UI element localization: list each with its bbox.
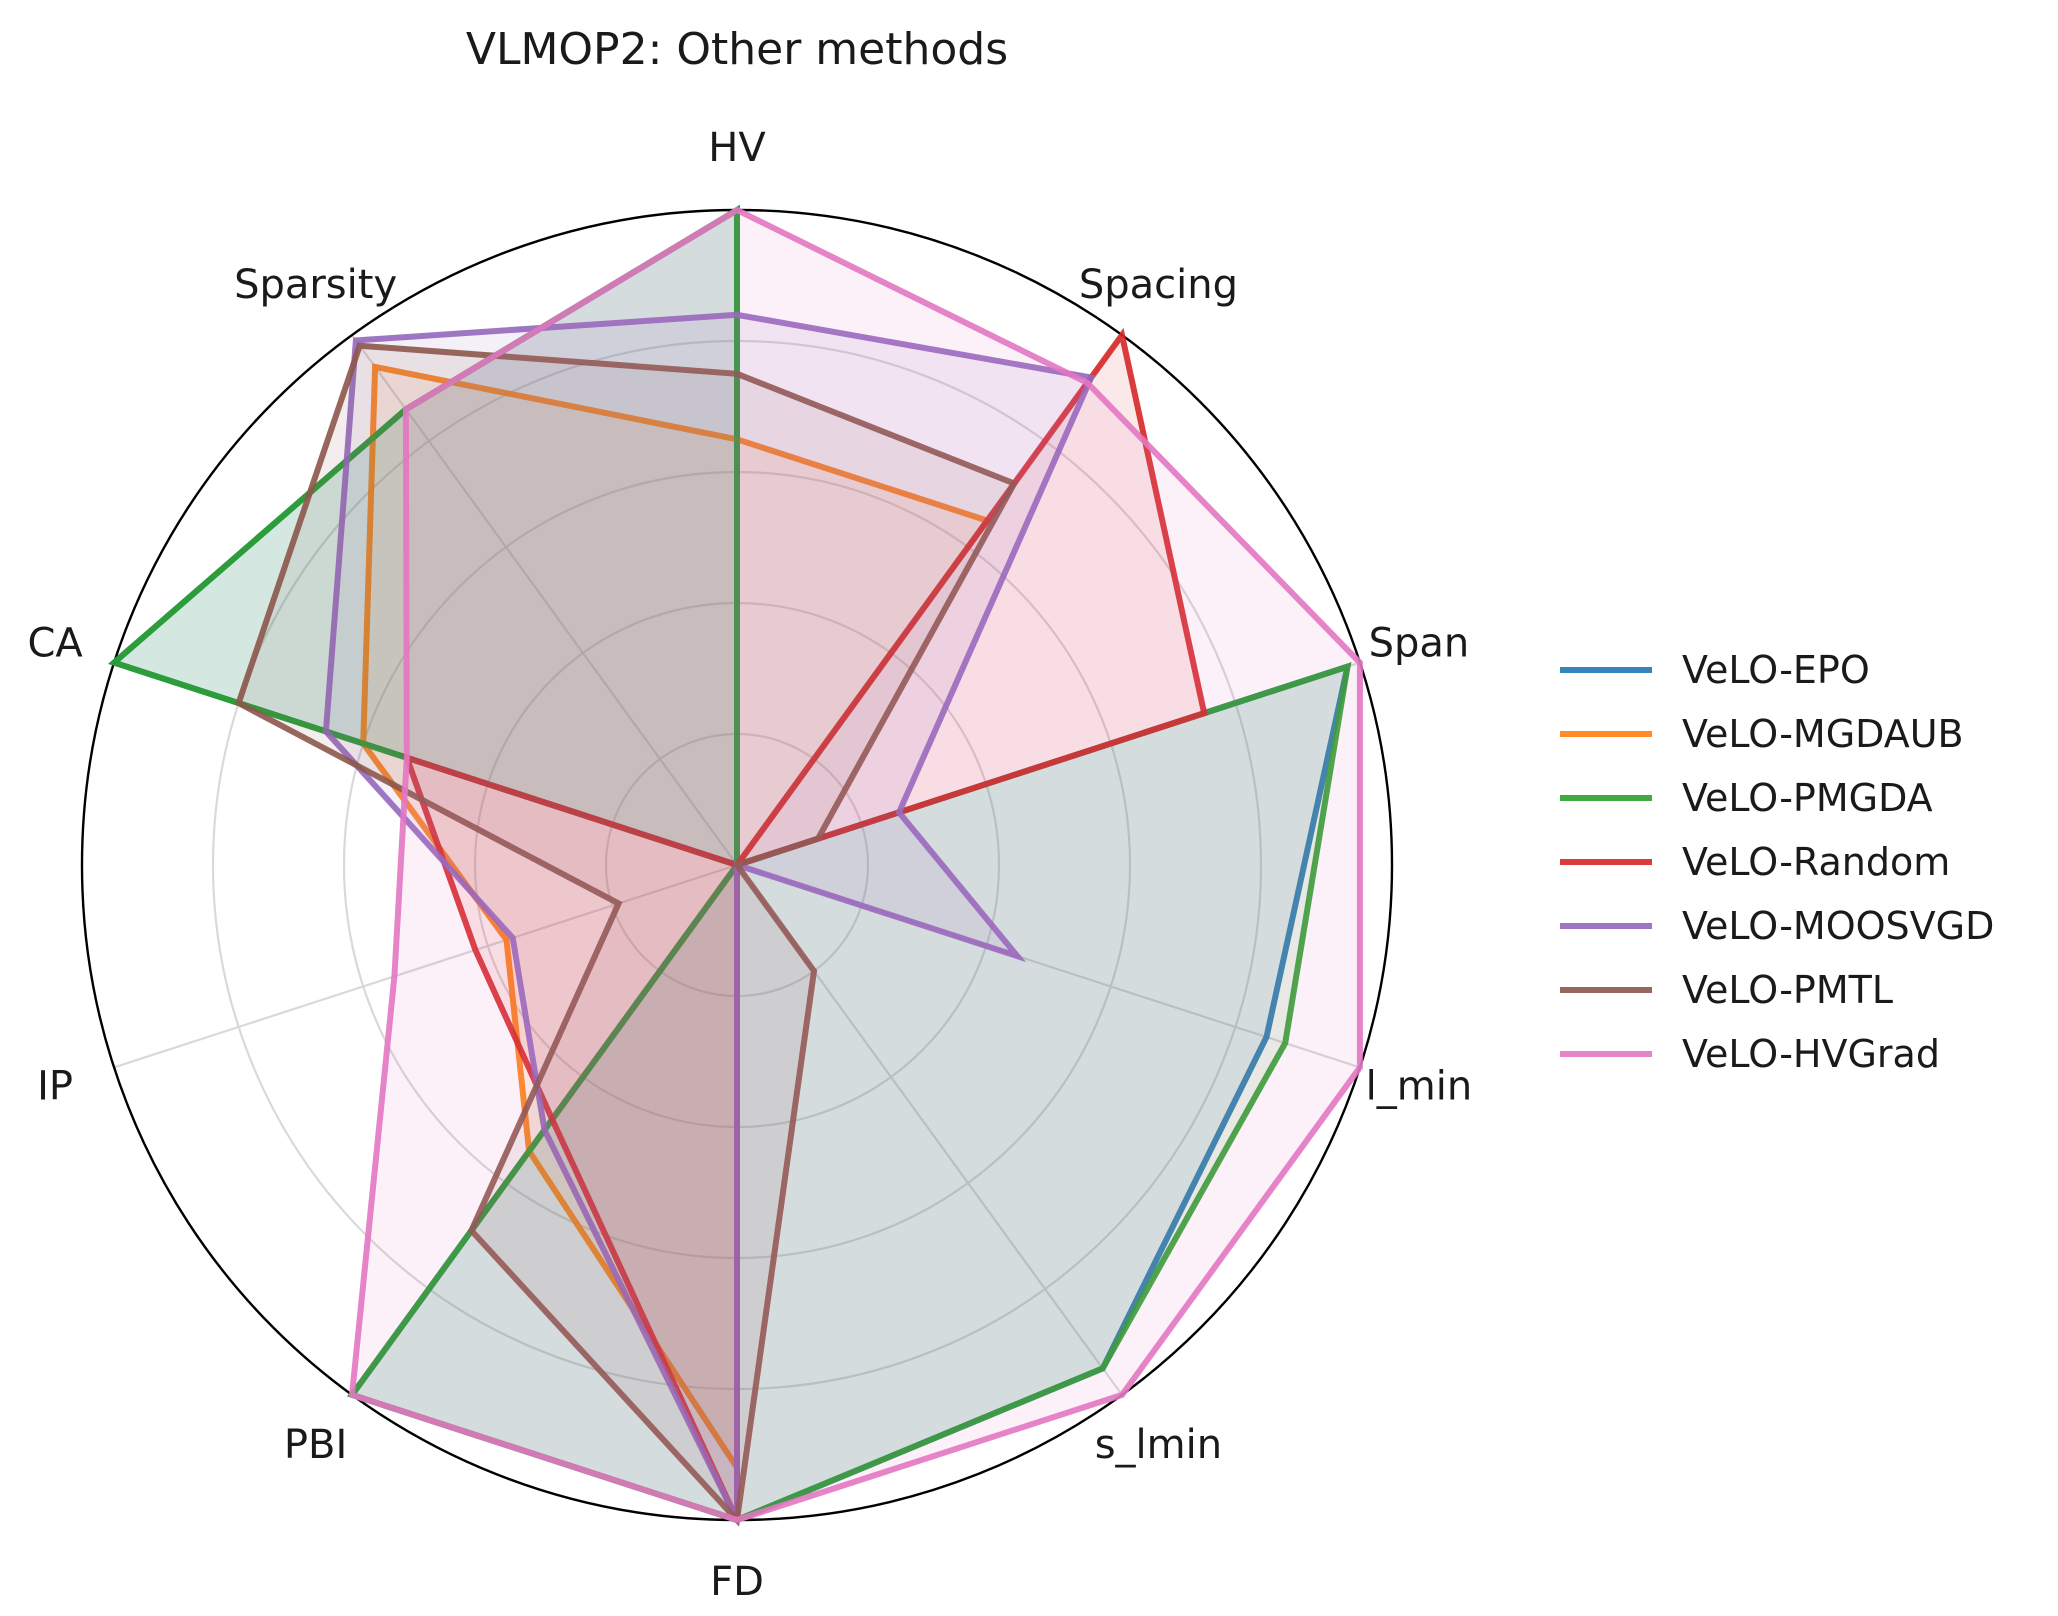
legend-label-3: VeLO-PMGDA [1682, 776, 1933, 820]
axis-label-ca: CA [27, 620, 83, 666]
legend-label-4: VeLO-Random [1682, 840, 1950, 884]
legend-label-7: VeLO-HVGrad [1682, 1032, 1940, 1076]
axis-label-sparsity: Sparsity [234, 262, 397, 308]
legend-label-6: VeLO-PMTL [1682, 968, 1893, 1012]
radar-series [108, 204, 1363, 1527]
legend-label-5: VeLO-MOOSVGD [1682, 904, 1994, 948]
legend-label-1: VeLO-EPO [1682, 648, 1870, 692]
series-fill-1 [114, 210, 1348, 1520]
axis-label-ip: IP [37, 1064, 73, 1110]
grid-spoke [351, 334, 738, 866]
series-fill-6 [238, 345, 1015, 1521]
axis-label-l-min: l_min [1366, 1064, 1473, 1110]
series-line-7 [348, 206, 1363, 1524]
series-fill-3 [114, 210, 1348, 1520]
series-fill-5 [325, 314, 1092, 1520]
axis-label-fd: FD [710, 1559, 764, 1605]
legend-label-2: VeLO-MGDAUB [1682, 712, 1964, 756]
axis-label-s-lmin: s_lmin [1095, 1422, 1222, 1468]
axis-label-spacing: Spacing [1079, 262, 1238, 308]
chart-title: VLMOP2: Other methods [466, 24, 1008, 75]
axis-label-hv: HV [708, 125, 766, 171]
axis-label-pbi: PBI [284, 1422, 347, 1468]
series-fill-7 [352, 210, 1360, 1520]
series-fill-4 [406, 335, 1205, 1521]
series-fill-2 [363, 366, 988, 1468]
axis-labels: HV Spacing Span l_min s_lmin FD PBI IP CA Sparsit… [27, 125, 1472, 1605]
axis-label-span: Span [1369, 620, 1470, 666]
grid-spoke [113, 863, 738, 1069]
legend: VeLO-EPO VeLO-MGDAUB VeLO-PMGDA VeLO-Random… [1560, 648, 1994, 1076]
